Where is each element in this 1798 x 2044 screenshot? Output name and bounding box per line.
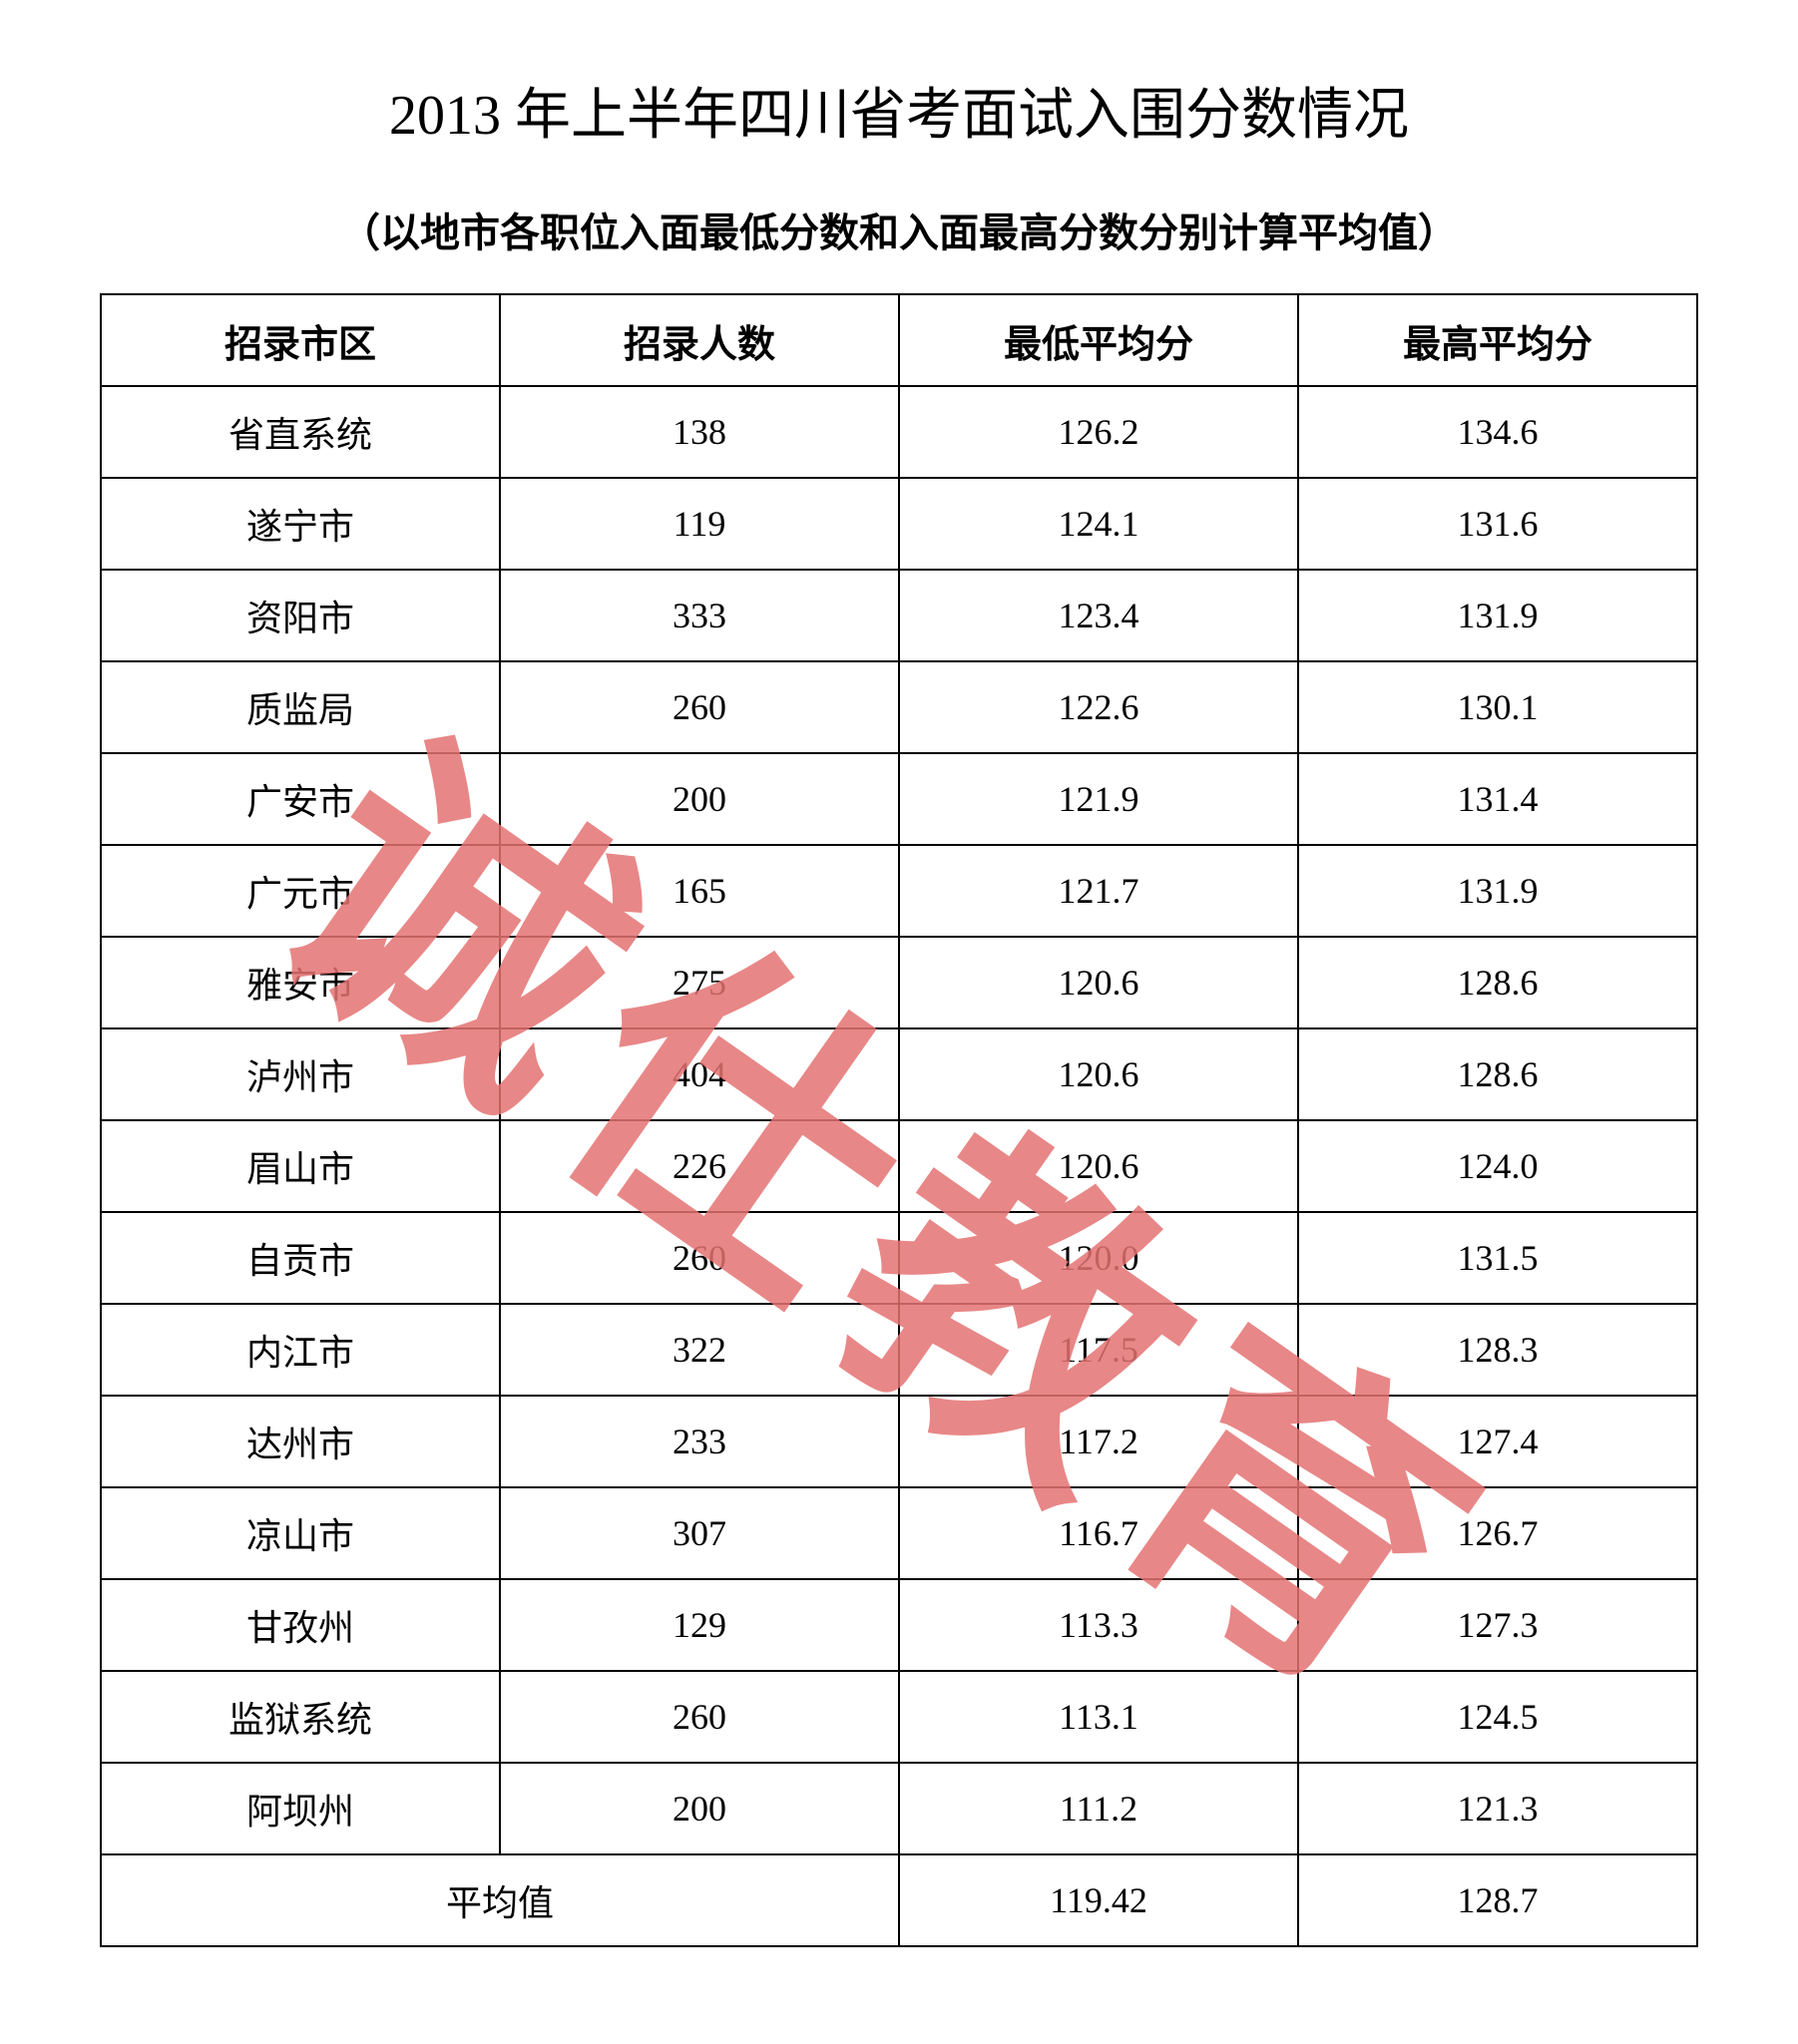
cell-max-avg: 134.6 xyxy=(1298,386,1697,478)
cell-max-avg: 124.0 xyxy=(1298,1120,1697,1212)
cell-count: 200 xyxy=(500,753,899,845)
cell-count: 260 xyxy=(500,1212,899,1304)
cell-max-avg: 128.6 xyxy=(1298,1028,1697,1120)
table-header-row: 招录市区 招录人数 最低平均分 最高平均分 xyxy=(101,294,1697,386)
cell-region: 阿坝州 xyxy=(101,1763,500,1854)
table-row: 甘孜州129113.3127.3 xyxy=(101,1579,1697,1671)
cell-region: 内江市 xyxy=(101,1304,500,1396)
cell-max-avg: 131.4 xyxy=(1298,753,1697,845)
cell-region: 监狱系统 xyxy=(101,1671,500,1763)
avg-max: 128.7 xyxy=(1298,1854,1697,1946)
avg-label: 平均值 xyxy=(101,1854,899,1946)
cell-max-avg: 131.5 xyxy=(1298,1212,1697,1304)
cell-region: 资阳市 xyxy=(101,570,500,661)
cell-min-avg: 121.7 xyxy=(899,845,1298,937)
cell-max-avg: 131.9 xyxy=(1298,845,1697,937)
avg-min: 119.42 xyxy=(899,1854,1298,1946)
cell-max-avg: 130.1 xyxy=(1298,661,1697,753)
cell-max-avg: 131.9 xyxy=(1298,570,1697,661)
col-header-max-avg: 最高平均分 xyxy=(1298,294,1697,386)
cell-count: 129 xyxy=(500,1579,899,1671)
table-row: 眉山市226120.6124.0 xyxy=(101,1120,1697,1212)
table-row: 凉山市307116.7126.7 xyxy=(101,1487,1697,1579)
cell-min-avg: 113.3 xyxy=(899,1579,1298,1671)
table-row: 省直系统138126.2134.6 xyxy=(101,386,1697,478)
cell-max-avg: 128.3 xyxy=(1298,1304,1697,1396)
cell-count: 119 xyxy=(500,478,899,570)
table-row: 监狱系统260113.1124.5 xyxy=(101,1671,1697,1763)
cell-count: 233 xyxy=(500,1396,899,1487)
table-average-row: 平均值 119.42 128.7 xyxy=(101,1854,1697,1946)
cell-max-avg: 128.6 xyxy=(1298,937,1697,1028)
table-row: 遂宁市119124.1131.6 xyxy=(101,478,1697,570)
cell-count: 275 xyxy=(500,937,899,1028)
table-row: 内江市322117.5128.3 xyxy=(101,1304,1697,1396)
score-table: 招录市区 招录人数 最低平均分 最高平均分 省直系统138126.2134.6遂… xyxy=(100,293,1698,1947)
cell-max-avg: 126.7 xyxy=(1298,1487,1697,1579)
cell-region: 遂宁市 xyxy=(101,478,500,570)
cell-max-avg: 127.3 xyxy=(1298,1579,1697,1671)
cell-min-avg: 117.5 xyxy=(899,1304,1298,1396)
cell-min-avg: 113.1 xyxy=(899,1671,1298,1763)
cell-min-avg: 126.2 xyxy=(899,386,1298,478)
cell-min-avg: 124.1 xyxy=(899,478,1298,570)
table-row: 广安市200121.9131.4 xyxy=(101,753,1697,845)
table-row: 泸州市404120.6128.6 xyxy=(101,1028,1697,1120)
cell-max-avg: 124.5 xyxy=(1298,1671,1697,1763)
cell-min-avg: 120.0 xyxy=(899,1212,1298,1304)
page-subtitle: （以地市各职位入面最低分数和入面最高分数分别计算平均值） xyxy=(100,201,1698,258)
cell-count: 404 xyxy=(500,1028,899,1120)
cell-region: 甘孜州 xyxy=(101,1579,500,1671)
cell-max-avg: 127.4 xyxy=(1298,1396,1697,1487)
cell-region: 省直系统 xyxy=(101,386,500,478)
table-row: 达州市233117.2127.4 xyxy=(101,1396,1697,1487)
cell-region: 泸州市 xyxy=(101,1028,500,1120)
col-header-min-avg: 最低平均分 xyxy=(899,294,1298,386)
cell-region: 自贡市 xyxy=(101,1212,500,1304)
table-row: 阿坝州200111.2121.3 xyxy=(101,1763,1697,1854)
cell-min-avg: 120.6 xyxy=(899,1120,1298,1212)
cell-max-avg: 121.3 xyxy=(1298,1763,1697,1854)
cell-count: 322 xyxy=(500,1304,899,1396)
cell-min-avg: 121.9 xyxy=(899,753,1298,845)
page-title: 2013 年上半年四川省考面试入围分数情况 xyxy=(100,70,1698,151)
cell-region: 质监局 xyxy=(101,661,500,753)
cell-region: 达州市 xyxy=(101,1396,500,1487)
cell-min-avg: 117.2 xyxy=(899,1396,1298,1487)
table-row: 雅安市275120.6128.6 xyxy=(101,937,1697,1028)
cell-max-avg: 131.6 xyxy=(1298,478,1697,570)
cell-count: 200 xyxy=(500,1763,899,1854)
cell-count: 333 xyxy=(500,570,899,661)
cell-region: 雅安市 xyxy=(101,937,500,1028)
cell-count: 307 xyxy=(500,1487,899,1579)
cell-min-avg: 111.2 xyxy=(899,1763,1298,1854)
cell-min-avg: 120.6 xyxy=(899,1028,1298,1120)
col-header-region: 招录市区 xyxy=(101,294,500,386)
table-row: 资阳市333123.4131.9 xyxy=(101,570,1697,661)
cell-region: 广安市 xyxy=(101,753,500,845)
cell-region: 广元市 xyxy=(101,845,500,937)
cell-count: 165 xyxy=(500,845,899,937)
cell-min-avg: 122.6 xyxy=(899,661,1298,753)
cell-min-avg: 116.7 xyxy=(899,1487,1298,1579)
table-wrap: 诚仕教育 招录市区 招录人数 最低平均分 最高平均分 省直系统138126.21… xyxy=(100,293,1698,1947)
table-row: 广元市165121.7131.9 xyxy=(101,845,1697,937)
cell-region: 凉山市 xyxy=(101,1487,500,1579)
cell-count: 260 xyxy=(500,1671,899,1763)
table-row: 质监局260122.6130.1 xyxy=(101,661,1697,753)
col-header-count: 招录人数 xyxy=(500,294,899,386)
cell-count: 138 xyxy=(500,386,899,478)
cell-region: 眉山市 xyxy=(101,1120,500,1212)
cell-min-avg: 123.4 xyxy=(899,570,1298,661)
cell-count: 226 xyxy=(500,1120,899,1212)
cell-count: 260 xyxy=(500,661,899,753)
cell-min-avg: 120.6 xyxy=(899,937,1298,1028)
table-row: 自贡市260120.0131.5 xyxy=(101,1212,1697,1304)
